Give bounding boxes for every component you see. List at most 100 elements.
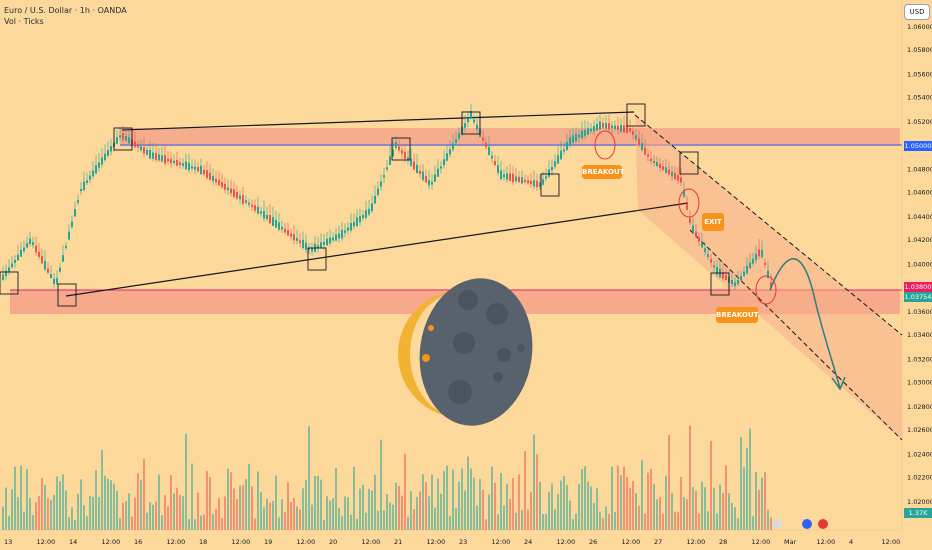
volume-bar	[605, 506, 607, 530]
volume-bar	[14, 466, 16, 530]
candle	[284, 228, 286, 233]
candle	[140, 146, 142, 151]
volume-bar	[632, 481, 634, 530]
candle	[554, 161, 556, 167]
lightning-icon[interactable]	[772, 519, 782, 529]
volume-bar	[86, 516, 88, 530]
candle	[683, 190, 685, 197]
candle	[296, 237, 298, 242]
price-tick-label: 1.05600	[907, 71, 932, 79]
volume-bar	[422, 474, 424, 530]
candle	[434, 174, 436, 182]
time-tick-label: 12:00	[362, 538, 381, 546]
volume-bar	[401, 495, 403, 530]
volume-bar	[488, 494, 490, 530]
candle	[767, 270, 769, 279]
candle	[218, 180, 220, 186]
candle	[650, 158, 652, 162]
price-tick-label: 1.02200	[907, 474, 932, 482]
volume-bar	[59, 481, 61, 530]
volume-bar	[599, 511, 601, 530]
candle	[500, 170, 502, 180]
candle	[725, 274, 727, 281]
candle	[641, 143, 643, 150]
volume-bar	[254, 518, 256, 530]
volume-bar	[389, 502, 391, 530]
candle	[278, 222, 280, 230]
candle	[350, 222, 352, 231]
price-tick-label: 1.02800	[907, 403, 932, 411]
current-price-tag: 1.03754	[904, 292, 932, 302]
time-tick-label: Mar	[784, 538, 797, 546]
volume-bar	[704, 487, 706, 530]
volume-bar	[248, 463, 250, 530]
volume-bar	[290, 501, 292, 530]
time-tick-label: 12:00	[687, 538, 706, 546]
volume-bar	[467, 456, 469, 530]
volume-bar	[536, 454, 538, 530]
chart-title[interactable]: Euro / U.S. Dollar · 1h · OANDA	[4, 6, 127, 15]
volume-bar	[698, 513, 700, 530]
volume-bar	[428, 496, 430, 530]
candle	[68, 231, 70, 240]
volume-bar	[20, 465, 22, 530]
volume-bar	[299, 509, 301, 530]
candle	[11, 263, 13, 268]
candle	[188, 162, 190, 171]
volume-bar	[575, 513, 577, 530]
volume-bar	[209, 477, 211, 530]
volume-bar	[137, 473, 139, 530]
us-flag-icon[interactable]	[818, 519, 828, 529]
candle	[659, 164, 661, 168]
candle	[59, 267, 61, 272]
volume-bar	[446, 465, 448, 530]
candle	[410, 158, 412, 166]
candle	[14, 259, 16, 263]
candle	[602, 122, 604, 128]
volume-bar	[350, 514, 352, 530]
candle	[470, 111, 472, 119]
volume-bar	[764, 472, 766, 530]
candle	[473, 119, 475, 123]
candle	[662, 166, 664, 170]
currency-button[interactable]: USD	[904, 4, 930, 20]
volume-bar	[701, 481, 703, 530]
candle	[164, 154, 166, 164]
price-axis[interactable]	[902, 0, 932, 550]
volume-bar	[38, 495, 40, 530]
volume-bar	[542, 513, 544, 530]
time-axis[interactable]	[0, 530, 902, 550]
volume-indicator-label[interactable]: Vol · Ticks	[4, 17, 44, 26]
volume-bar	[566, 484, 568, 530]
candle	[134, 141, 136, 148]
candle	[77, 200, 79, 203]
candle	[653, 160, 655, 164]
candle	[575, 133, 577, 142]
candle	[269, 215, 271, 224]
candle	[722, 271, 724, 279]
eu-flag-icon[interactable]	[802, 519, 812, 529]
volume-bar	[344, 496, 346, 530]
candle	[737, 279, 739, 285]
candle	[311, 247, 313, 252]
volume-bar	[245, 478, 247, 530]
volume-bar	[527, 509, 529, 530]
volume-bar	[50, 500, 52, 530]
volume-bar	[293, 497, 295, 530]
moon-icon	[398, 278, 533, 426]
candle	[644, 147, 646, 155]
candle	[248, 202, 250, 205]
candle	[122, 133, 124, 140]
candle	[347, 227, 349, 231]
candle	[446, 153, 448, 161]
channel-lower-line	[689, 229, 903, 441]
candle	[701, 242, 703, 248]
volume-bar	[11, 489, 13, 530]
candle	[695, 231, 697, 237]
candle	[383, 175, 385, 178]
candle	[386, 167, 388, 170]
candle	[407, 157, 409, 161]
candle	[422, 171, 424, 181]
candle	[320, 242, 322, 248]
